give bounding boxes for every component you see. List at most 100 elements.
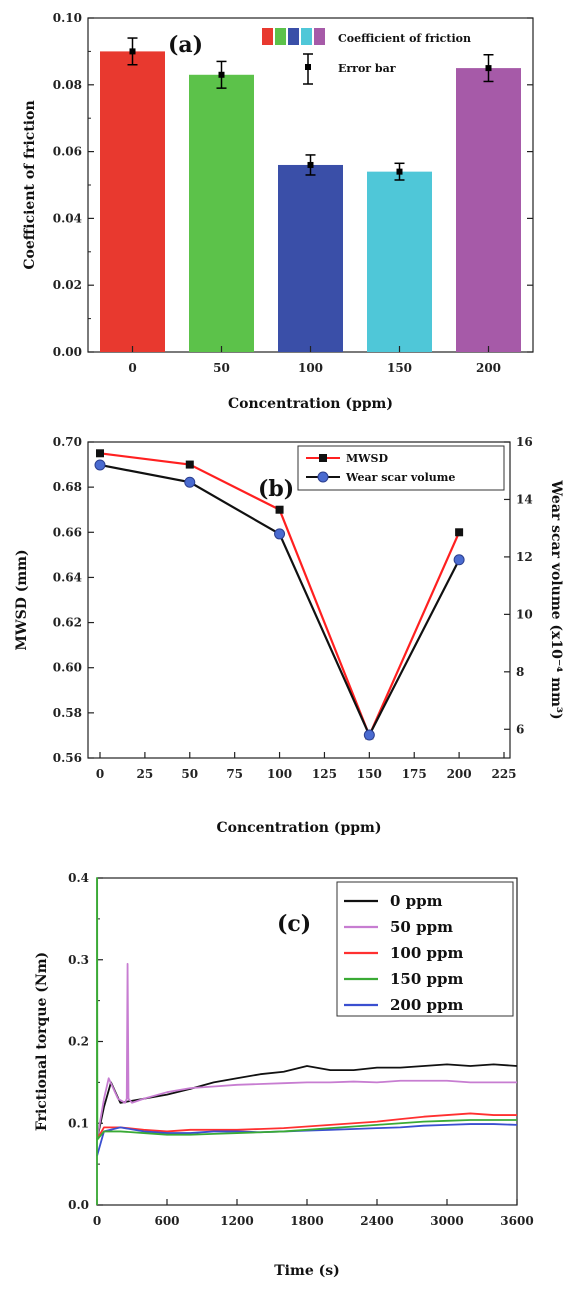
y-tick-label: 0.00 — [53, 345, 82, 359]
legend-swatch-2 — [288, 28, 299, 45]
point-mwsd — [96, 449, 104, 458]
legend-entry-150-ppm: 150 ppm — [390, 970, 464, 988]
y-tick-label: 0.56 — [53, 751, 82, 765]
bars — [100, 37, 521, 353]
y2-tick-label: 14 — [516, 492, 533, 506]
x-tick-label: 75 — [226, 767, 243, 781]
point-wear-scar-volume — [363, 729, 375, 741]
y2-tick-label: 8 — [516, 665, 524, 679]
legend-swatch-0 — [262, 28, 273, 45]
y-tick-label: 0.06 — [53, 145, 82, 159]
point-wear-scar-volume — [453, 554, 465, 566]
y2-tick-label: 6 — [516, 722, 524, 736]
x-tick-label: 0 — [93, 1214, 101, 1228]
x-tick-label: 600 — [154, 1214, 179, 1228]
x-tick-label: 1800 — [290, 1214, 323, 1228]
point-wear-scar-volume — [274, 528, 286, 540]
y-axis-label: Coefficient of friction — [22, 100, 38, 269]
y2-tick-label: 12 — [516, 550, 533, 564]
legend-entry-0-ppm: 0 ppm — [390, 892, 443, 910]
y-tick-label: 0.1 — [68, 1116, 89, 1130]
mean-marker-0 — [129, 48, 136, 55]
x-ticks: 0 50 100 150 200 — [128, 346, 501, 375]
x-tick-label: 1200 — [220, 1214, 253, 1228]
legend-lines — [344, 899, 378, 1007]
legend-entry-mwsd: MWSD — [346, 452, 388, 465]
legend-swatches — [262, 28, 325, 45]
series-line-200-ppm — [96, 1123, 518, 1157]
series-lines — [96, 877, 518, 1205]
mean-marker-50 — [218, 71, 225, 78]
y2-axis-label: Wear scar volume (x10⁻⁴ mm³) — [548, 479, 564, 719]
x-tick-label: 3600 — [500, 1214, 533, 1228]
x-tick-label: 200 — [476, 361, 501, 375]
y-axis-label: MWSD (mm) — [14, 549, 30, 650]
x-tick-label: 150 — [387, 361, 412, 375]
legend: 0 ppm 50 ppm 100 ppm 150 ppm 200 ppm — [336, 881, 514, 1017]
point-wear-scar-volume — [184, 476, 196, 488]
legend-box — [336, 881, 514, 1017]
y2-tick-label: 10 — [516, 607, 533, 621]
bar-150 — [367, 171, 432, 352]
y-tick-label: 0.66 — [53, 525, 82, 539]
y-tick-label: 0.4 — [68, 871, 89, 885]
legend-swatch-3 — [301, 28, 312, 45]
point-wear-scar-volume — [94, 459, 106, 471]
x-tick-label: 150 — [357, 767, 382, 781]
bar-50 — [189, 74, 254, 352]
x-axis-label: Time (s) — [274, 1263, 339, 1279]
legend-bars-label: Coefficient of friction — [338, 32, 471, 45]
legend: Coefficient of friction Error bar — [262, 28, 471, 85]
point-mwsd — [185, 460, 194, 469]
y-ticks-right: 6 8 10 12 14 16 — [504, 435, 533, 736]
x-ticks: 0 25 50 75 100 125 150 175 200 225 — [96, 752, 517, 781]
y-tick-label: 0.60 — [53, 661, 82, 675]
legend-error-mean — [305, 64, 311, 70]
y-tick-label: 0.10 — [53, 11, 82, 25]
x-tick-label: 125 — [312, 767, 337, 781]
x-tick-label: 0 — [96, 767, 104, 781]
point-mwsd — [455, 528, 464, 537]
x-axis-label: Concentration (ppm) — [217, 820, 382, 836]
chart-c: 0.0 0.1 0.2 0.3 0.4 0 600 1200 1800 2400 3000 3600… — [34, 871, 534, 1279]
y-tick-label: 0.0 — [68, 1198, 89, 1212]
point-mwsd — [275, 505, 284, 514]
y-axis-label: Frictional torque (Nm) — [34, 952, 50, 1131]
x-tick-label: 2400 — [360, 1214, 393, 1228]
y-tick-label: 0.2 — [68, 1035, 89, 1049]
y-tick-label: 0.08 — [53, 78, 82, 92]
panel-label: (b) — [258, 476, 294, 502]
y2-tick-label: 16 — [516, 435, 533, 449]
series-line-1 — [99, 463, 461, 738]
legend-marker-mwsd — [319, 454, 327, 462]
series-lines — [94, 449, 465, 741]
series-line-150-ppm — [96, 877, 517, 1205]
y-tick-label: 0.02 — [53, 278, 82, 292]
legend-entry-50-ppm: 50 ppm — [390, 918, 453, 936]
legend-box — [297, 445, 505, 491]
y-tick-label: 0.64 — [53, 570, 82, 584]
y-tick-label: 0.3 — [68, 953, 89, 967]
y-ticks-left: 0.56 0.58 0.60 0.62 0.64 0.66 0.68 0.70 — [53, 435, 94, 765]
x-tick-label: 3000 — [430, 1214, 463, 1228]
x-tick-label: 100 — [267, 767, 292, 781]
legend-entry-wear-scar-volume: Wear scar volume — [345, 471, 455, 484]
y-tick-label: 0.58 — [53, 706, 82, 720]
y-tick-label: 0.70 — [53, 435, 82, 449]
x-tick-label: 50 — [213, 361, 230, 375]
x-tick-label: 175 — [402, 767, 427, 781]
legend-marker-wear-scar-volume — [317, 471, 329, 483]
series-line-0-ppm — [96, 1063, 518, 1140]
legend-error-label: Error bar — [338, 62, 396, 75]
y-tick-label: 0.62 — [53, 616, 82, 630]
series-line-50-ppm — [96, 962, 517, 1140]
legend: MWSD Wear scar volume — [297, 445, 505, 491]
chart-a: 0.00 0.02 0.04 0.06 0.08 0.10 0 50 100 150 200 (a… — [22, 11, 534, 412]
mean-marker-150 — [396, 168, 403, 175]
x-tick-label: 225 — [491, 767, 516, 781]
mean-marker-100 — [307, 161, 314, 168]
panel-label: (c) — [277, 911, 311, 937]
mean-marker-200 — [485, 65, 492, 72]
legend-entry-100-ppm: 100 ppm — [390, 944, 464, 962]
bar-200 — [456, 68, 521, 352]
